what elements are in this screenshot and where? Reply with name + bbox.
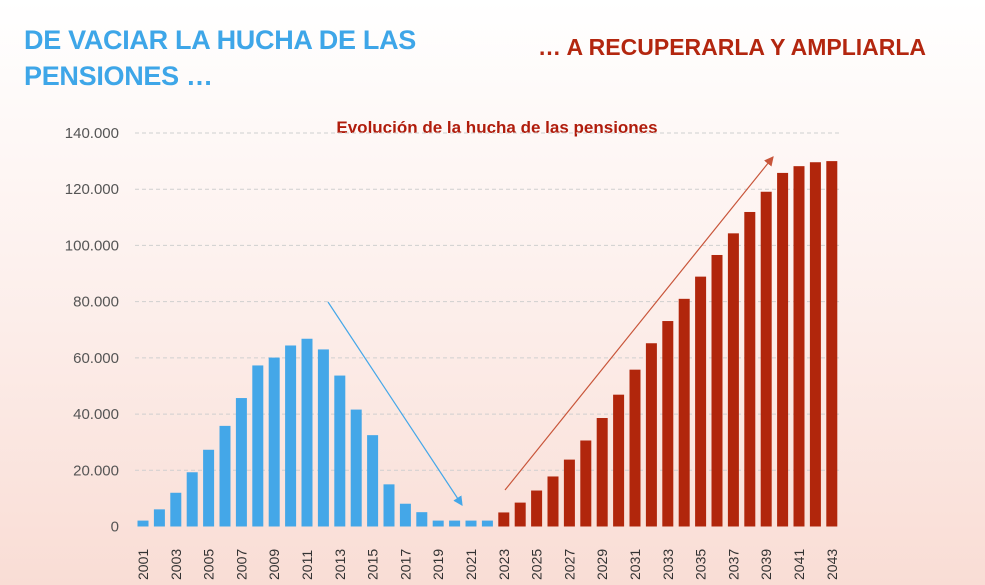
bar-2040 [777,172,789,527]
x-tick-label: 2029 [594,549,610,580]
y-tick-label: 60.000 [73,350,119,367]
y-tick-label: 100.000 [65,237,119,254]
x-tick-label: 2037 [725,549,741,580]
x-tick-label: 2031 [627,549,643,580]
x-tick-label: 2027 [561,549,577,580]
x-tick-label: 2019 [430,549,446,580]
headline-left: DE VACIAR LA HUCHA DE LAS PENSIONES … [24,25,417,91]
y-tick-label: 40.000 [73,406,119,423]
bar-2035 [695,276,707,527]
x-tick-label: 2005 [201,549,217,580]
trend-arrow-down [327,301,463,507]
bar-2009 [268,357,280,527]
bar-2033 [662,321,674,527]
bar-2027 [563,459,575,527]
y-tick-label: 0 [111,519,119,536]
bar-2002 [153,509,165,527]
x-tick-label: 2003 [168,549,184,580]
bar-2026 [547,476,559,527]
trend-arrow-up [504,156,774,491]
bar-2017 [399,503,411,527]
bar-2039 [760,191,772,527]
x-tick-label: 2007 [233,549,249,580]
x-tick-label: 2013 [332,549,348,580]
bar-2011 [301,338,313,527]
bar-2012 [317,349,329,527]
bar-2010 [285,345,297,527]
chart-title: Evolución de la hucha de las pensiones [336,118,657,137]
bar-2021 [465,520,477,527]
bar-2005 [203,449,215,527]
bar-2024 [514,502,526,527]
x-tick-label: 2043 [824,549,840,580]
x-tick-label: 2033 [660,549,676,580]
x-tick-label: 2001 [135,549,151,580]
bar-2019 [432,520,444,527]
bar-2022 [481,520,493,527]
bar-2032 [645,343,657,527]
x-tick-label: 2023 [496,549,512,580]
x-tick-label: 2017 [397,549,413,580]
x-tick-label: 2011 [299,550,315,580]
bar-2015 [367,435,379,527]
bar-2041 [793,166,805,527]
x-tick-label: 2015 [365,549,381,580]
x-tick-label: 2041 [791,549,807,580]
bar-2028 [580,440,592,527]
y-tick-label: 120.000 [65,181,119,198]
bar-2016 [383,484,395,527]
bar-2034 [678,298,690,527]
y-tick-label: 140.000 [65,125,119,142]
bar-2030 [613,394,625,527]
bar-2037 [727,233,739,527]
bar-2020 [449,520,461,527]
bar-2038 [744,211,756,527]
bar-2001 [137,520,149,527]
bar-2004 [186,472,198,527]
bar-2007 [235,398,247,527]
x-tick-label: 2021 [463,549,479,580]
bar-2025 [531,490,543,527]
bar-2006 [219,425,231,527]
bar-2043 [826,161,838,527]
bar-2031 [629,369,641,527]
y-tick-label: 20.000 [73,462,119,479]
headline-right: … A RECUPERARLA Y AMPLIARLA [538,34,927,60]
x-tick-label: 2039 [758,549,774,580]
bar-2008 [252,365,264,527]
bar-2018 [416,512,428,527]
bar-2036 [711,254,723,527]
y-tick-label: 80.000 [73,294,119,311]
bar-2014 [350,409,362,527]
bar-2029 [596,418,608,527]
bar-2003 [170,492,182,527]
x-tick-label: 2025 [529,549,545,580]
x-tick-label: 2035 [693,549,709,580]
bar-2023 [498,512,510,527]
bar-2013 [334,375,346,527]
bar-2042 [809,162,821,527]
x-tick-label: 2009 [266,549,282,580]
